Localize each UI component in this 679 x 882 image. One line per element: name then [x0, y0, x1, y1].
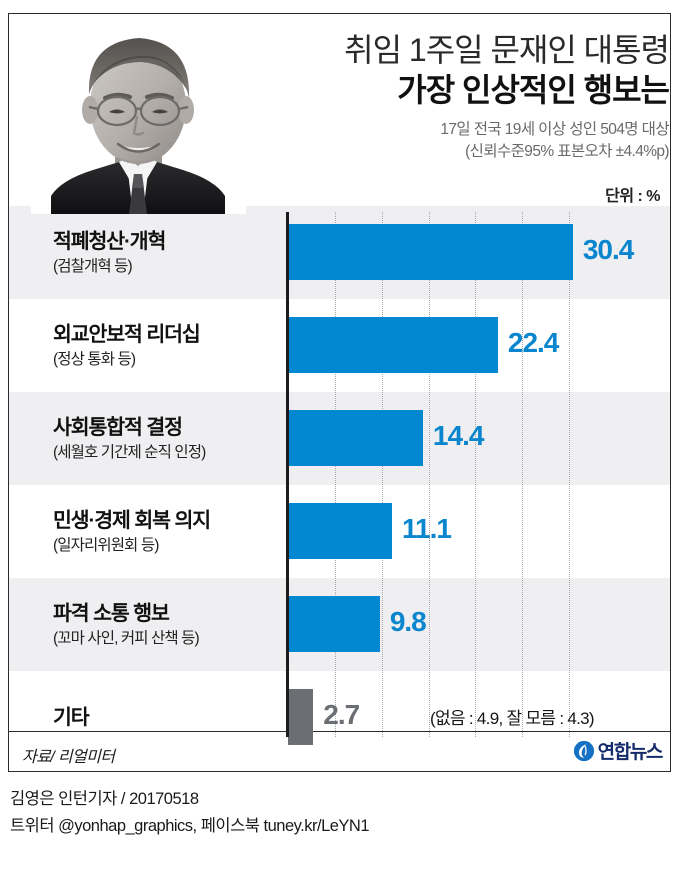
chart-bar	[288, 410, 423, 466]
bar-value-label: 14.4	[432, 420, 484, 451]
row-category-name: 사회통합적 결정	[53, 415, 183, 439]
row-category-name: 민생·경제 회복 의지	[53, 508, 211, 532]
row-category-name: 기타	[53, 705, 90, 729]
row-category-sub: (검찰개혁 등)	[53, 257, 133, 275]
row-label: 사회통합적 결정 (세월호 기간제 순직 인정)	[53, 414, 278, 462]
row-label: 외교안보적 리더십 (정상 통화 등)	[53, 321, 278, 369]
chart-bar	[288, 317, 498, 373]
infographic-card: 취임 1주일 문재인 대통령 가장 인상적인 행보는 17일 전국 19세 이상…	[8, 13, 671, 772]
chart-row: 파격 소통 행보 (꼬마 사인, 커피 산책 등)	[9, 578, 670, 671]
row-category-sub: (꼬마 사인, 커피 산책 등)	[53, 629, 200, 647]
footer-social: 트위터 @yonhap_graphics, 페이스북 tuney.kr/LeYN…	[10, 816, 370, 835]
footer-reporter: 김영은 인턴기자 / 20170518	[10, 790, 199, 808]
row-label: 민생·경제 회복 의지 (일자리위원회 등)	[53, 507, 278, 555]
row-label: 기타	[53, 707, 278, 728]
president-portrait-photo	[31, 14, 246, 214]
bar-value-label: 2.7	[323, 699, 360, 730]
chart-bar	[288, 224, 573, 280]
bar-value-label: 22.4	[507, 327, 559, 358]
header-text-block: 취임 1주일 문재인 대통령 가장 인상적인 행보는 17일 전국 19세 이상…	[259, 32, 670, 163]
subtitle-line-1: 17일 전국 19세 이상 성인 504명 대상	[440, 120, 669, 138]
row-category-sub: (정상 통화 등)	[53, 350, 136, 368]
bar-value-label: 9.8	[389, 606, 427, 637]
yonhap-logo-icon	[573, 740, 594, 761]
gridline	[334, 212, 336, 737]
row-category-sub: (일자리위원회 등)	[53, 536, 159, 554]
plot-area: 30.4 22.4 14.4 11.1 9.8 2.7 (없음 : 4.9, 잘 모름 : …	[286, 206, 670, 771]
subtitle-line-2: (신뢰수준95% 표본오차 ±4.4%p)	[465, 142, 670, 160]
bar-value-label: 30.4	[582, 234, 634, 265]
row-label: 파격 소통 행보 (꼬마 사인, 커피 산책 등)	[53, 600, 278, 648]
y-axis-line	[286, 212, 289, 737]
bar-value-label: 11.1	[402, 513, 452, 544]
chart-bar	[288, 596, 380, 652]
portrait-image	[31, 14, 246, 214]
gridline	[569, 212, 571, 737]
title-line-2: 가장 인상적인 행보는	[397, 71, 670, 108]
gridline	[475, 212, 477, 737]
footer: 김영은 인턴기자 / 20170518 트위터 @yonhap_graphics…	[10, 786, 670, 839]
row-label: 적폐청산·개혁 (검찰개혁 등)	[53, 228, 278, 276]
chart-row: 민생·경제 회복 의지 (일자리위원회 등)	[9, 485, 670, 578]
row-category-sub: (세월호 기간제 순직 인정)	[53, 443, 206, 461]
chart-annotation: (없음 : 4.9, 잘 모름 : 4.3)	[430, 709, 595, 728]
bar-chart: 적폐청산·개혁 (검찰개혁 등) 외교안보적 리더십 (정상 통화 등) 사회통합적 결…	[9, 206, 670, 771]
gridline	[381, 212, 383, 737]
row-category-name: 외교안보적 리더십	[53, 322, 201, 346]
title-line-1: 취임 1주일 문재인 대통령	[344, 32, 670, 68]
unit-label: 단위 : %	[605, 188, 660, 205]
row-category-name: 파격 소통 행보	[53, 601, 170, 625]
source-bar: 자료/ 리얼미터 연합뉴스	[9, 731, 670, 771]
row-category-name: 적폐청산·개혁	[53, 229, 166, 253]
source-label: 자료/ 리얼미터	[22, 749, 115, 766]
yonhap-logo-text: 연합뉴스	[597, 742, 664, 763]
yonhap-logo: 연합뉴스	[573, 737, 664, 764]
chart-bar	[288, 689, 314, 745]
chart-bar	[288, 503, 392, 559]
gridline	[522, 212, 524, 737]
gridline	[428, 212, 430, 737]
